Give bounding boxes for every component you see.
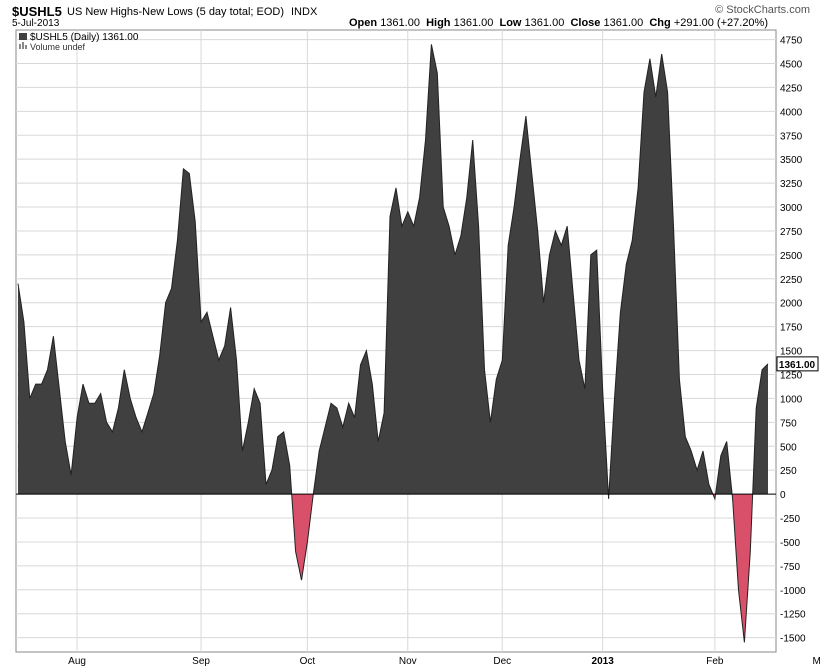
y-tick-label: 2500 <box>780 251 803 262</box>
y-tick-label: 2250 <box>780 275 803 286</box>
legend-volume-bar-2 <box>22 42 24 49</box>
y-tick-label: 0 <box>780 490 786 501</box>
close-label: Close <box>570 17 601 29</box>
x-tick-label: Nov <box>399 656 417 667</box>
low-value: 1361.00 <box>524 17 565 29</box>
legend-volume-bar-3 <box>25 45 27 49</box>
y-tick-label: 750 <box>780 418 797 429</box>
x-tick-label: Mar <box>813 656 820 667</box>
positive-area <box>18 44 768 495</box>
y-tick-label: 4000 <box>780 107 803 118</box>
y-tick-label: 4250 <box>780 83 803 94</box>
high-label: High <box>426 17 451 29</box>
chg-value: +291.00 (+27.20%) <box>673 17 768 29</box>
chart-description: US New Highs-New Lows (5 day total; EOD) <box>67 6 285 18</box>
y-tick-label: -1000 <box>780 586 806 597</box>
quote-summary: Open 1361.00 High 1361.00 Low 1361.00 Cl… <box>349 17 768 29</box>
low-label: Low <box>499 17 522 29</box>
x-tick-label: Oct <box>300 656 316 667</box>
x-tick-label: Dec <box>493 656 511 667</box>
x-tick-label: Aug <box>68 656 86 667</box>
y-tick-label: 2750 <box>780 227 803 238</box>
y-tick-label: 1750 <box>780 323 803 334</box>
y-tick-label: -750 <box>780 562 800 573</box>
y-tick-label: 3250 <box>780 179 803 190</box>
quote-date: 5-Jul-2013 <box>12 18 60 29</box>
y-tick-label: -1250 <box>780 610 806 621</box>
x-tick-label: Feb <box>706 656 724 667</box>
last-value-tag: 1361.00 <box>779 360 816 371</box>
y-tick-label: 2000 <box>780 299 803 310</box>
legend-volume-label: Volume undef <box>30 42 86 52</box>
y-tick-label: 1500 <box>780 347 803 358</box>
y-tick-label: 3500 <box>780 155 803 166</box>
y-tick-label: 1250 <box>780 370 803 381</box>
high-value: 1361.00 <box>453 17 494 29</box>
legend-series-label: $USHL5 (Daily) 1361.00 <box>30 32 139 43</box>
y-tick-label: 3000 <box>780 203 803 214</box>
exchange-label: INDX <box>291 6 318 18</box>
y-tick-label: 500 <box>780 442 797 453</box>
y-tick-label: 250 <box>780 466 797 477</box>
open-value: 1361.00 <box>380 17 420 29</box>
legend-series-swatch <box>19 33 27 40</box>
y-tick-label: 1000 <box>780 394 803 405</box>
y-tick-label: -250 <box>780 514 800 525</box>
y-tick-label: -500 <box>780 538 800 549</box>
series-line <box>17 44 769 643</box>
chg-label: Chg <box>649 17 671 29</box>
symbol-ticker: $USHL5 <box>12 4 62 19</box>
x-tick-label: 2013 <box>592 656 615 667</box>
x-tick-label: Sep <box>192 656 210 667</box>
watermark: © StockCharts.com <box>715 4 810 16</box>
y-tick-label: 4500 <box>780 59 803 70</box>
open-label: Open <box>349 17 378 29</box>
last-value-box <box>776 356 819 372</box>
y-tick-label: 3750 <box>780 131 803 142</box>
y-tick-label: 4750 <box>780 36 803 47</box>
y-tick-label: -1500 <box>780 634 806 645</box>
legend-volume-bar-1 <box>19 44 21 49</box>
close-value: 1361.00 <box>603 17 644 29</box>
